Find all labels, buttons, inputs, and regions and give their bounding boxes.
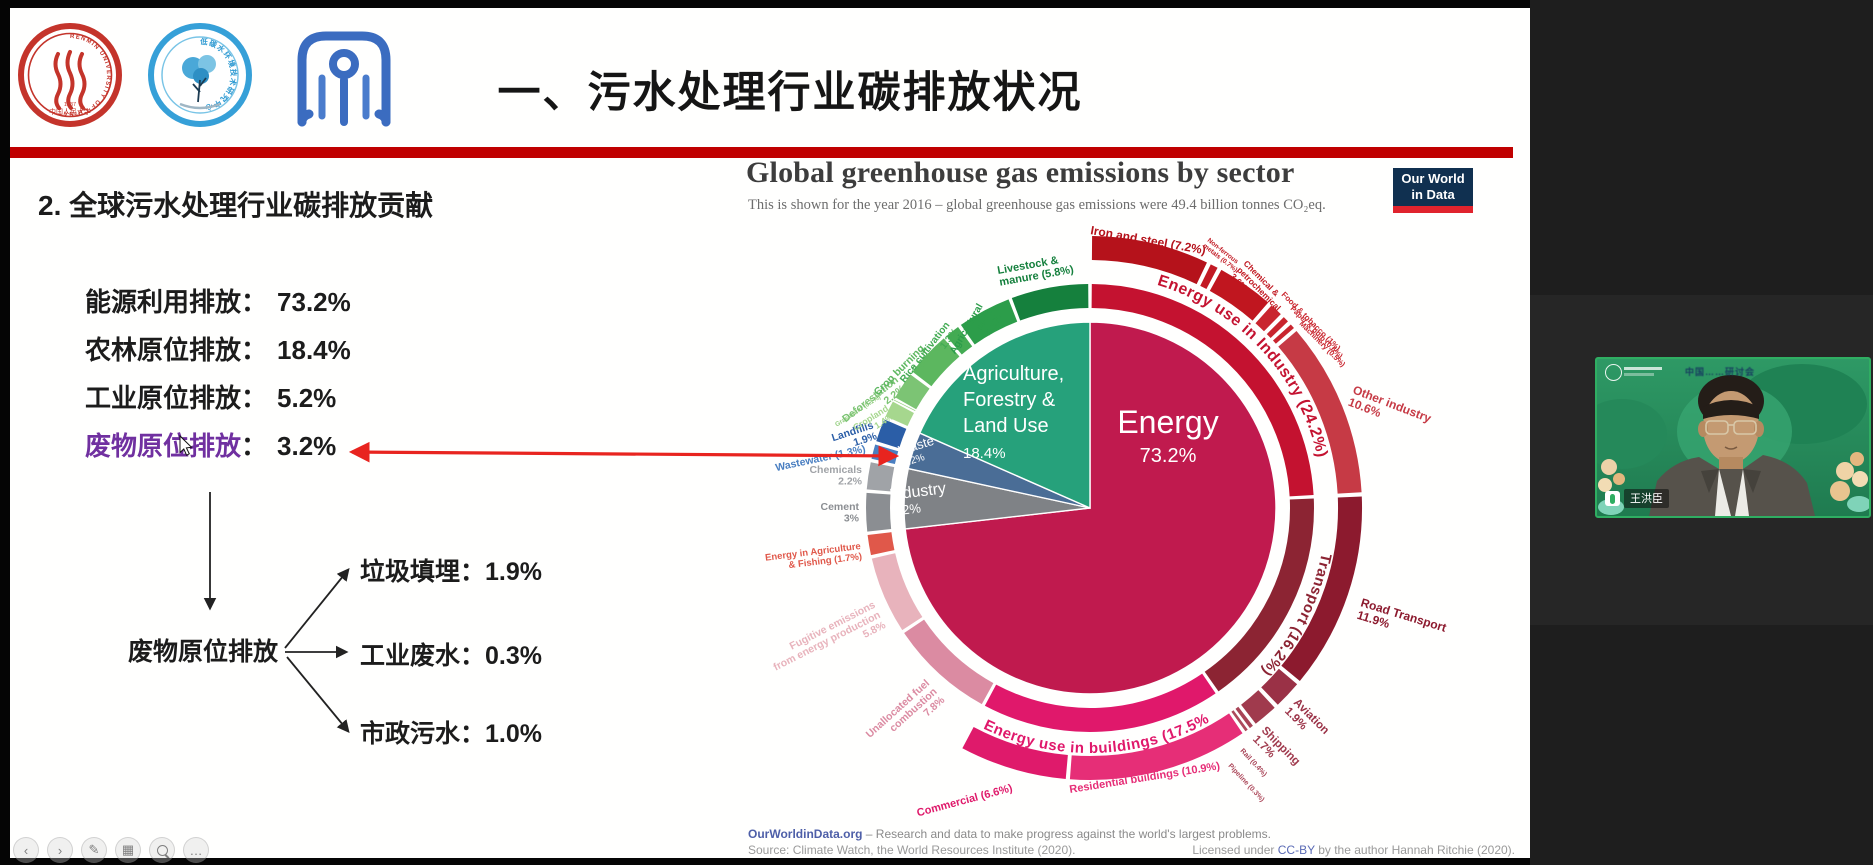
chart-footer-brand-line: OurWorldinData.org – Research and data t…	[748, 827, 1271, 841]
webcam-video-window[interactable]: 中国……研讨会 王洪臣	[1595, 357, 1871, 518]
low-carbon-water-center-logo-icon: 低碳水环境技术研究中心	[148, 23, 252, 127]
red-divider-bar	[10, 147, 1513, 158]
flow-branch-landfill: 垃圾填埋：1.9%	[360, 558, 543, 586]
meeting-banner-text: 中国……研讨会	[1685, 367, 1756, 377]
chart-footer-license: Licensed under CC-BY by the author Hanna…	[1192, 843, 1515, 857]
flow-root-node: 废物原位排放	[128, 638, 279, 666]
chart-title: Global greenhouse gas emissions by secto…	[746, 156, 1295, 189]
chart-subtitle: This is shown for the year 2016 – global…	[748, 197, 1326, 213]
institute-monogram-logo-icon	[297, 31, 391, 127]
header-logos: RENMIN UNIVERSITY OF CHINA 1937 中国人民大学 低…	[18, 23, 391, 127]
svg-text:中国人民大学: 中国人民大学	[49, 107, 91, 116]
webcam-top-overlay: 中国……研讨会	[1597, 359, 1869, 383]
coral-decoration-right	[1830, 452, 1869, 512]
svg-text:1937: 1937	[64, 102, 76, 108]
our-world-in-data-logo: Our World in Data	[1393, 168, 1473, 213]
more-icon: …	[189, 842, 203, 858]
webcam-scene	[1598, 375, 1869, 516]
previous-icon: ‹	[23, 842, 29, 858]
slide-title: 一、污水处理行业碳排放状况	[497, 69, 1083, 117]
university-emblem-icon	[1605, 364, 1622, 381]
presenter-person	[1649, 375, 1815, 516]
slide-grid-button[interactable]: ▦	[115, 837, 141, 863]
grid-icon: ▦	[121, 842, 135, 857]
microphone-icon	[1605, 491, 1620, 506]
participant-name-tag: 王洪臣	[1605, 489, 1669, 508]
flow-branch-municipal-sewage: 市政污水：1.0%	[360, 720, 543, 748]
background-foliage	[1597, 399, 1667, 469]
pen-annotate-button[interactable]: ✎	[81, 837, 107, 863]
stat-energy-use: 能源利用排放： 73.2%	[85, 287, 351, 317]
stat-industry: 工业原位排放： 5.2%	[85, 383, 337, 413]
participant-name: 王洪臣	[1624, 489, 1669, 508]
emblem-text	[1624, 367, 1662, 370]
chart-footer-source: Source: Climate Watch, the World Resourc…	[748, 843, 1076, 857]
stat-waste: 废物原位排放： 3.2%	[85, 431, 337, 461]
magnifier-icon	[156, 844, 168, 856]
next-icon: ›	[57, 842, 63, 858]
renmin-university-seal-icon: RENMIN UNIVERSITY OF CHINA 1937 中国人民大学	[18, 23, 122, 127]
section-heading: 2. 全球污水处理行业碳排放贡献	[38, 190, 434, 221]
more-options-button[interactable]: …	[183, 837, 209, 863]
previous-slide-button[interactable]: ‹	[13, 837, 39, 863]
stat-agri-forestry: 农林原位排放： 18.4%	[85, 335, 351, 365]
flow-branch-industrial-wastewater: 工业废水：0.3%	[360, 642, 543, 670]
pen-icon: ✎	[88, 842, 100, 857]
emblem-text	[1624, 373, 1654, 376]
next-slide-button[interactable]: ›	[47, 837, 73, 863]
owid-logo-red-strip	[1393, 206, 1473, 213]
zoom-button[interactable]	[149, 837, 175, 863]
